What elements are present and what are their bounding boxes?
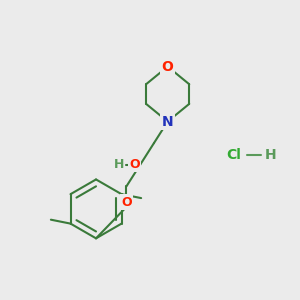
Text: O: O (121, 196, 132, 208)
Text: N: N (162, 115, 173, 128)
Text: O: O (129, 158, 140, 171)
Text: H: H (265, 148, 277, 162)
Text: Cl: Cl (226, 148, 241, 162)
Text: H: H (113, 158, 124, 171)
Text: O: O (162, 60, 174, 74)
